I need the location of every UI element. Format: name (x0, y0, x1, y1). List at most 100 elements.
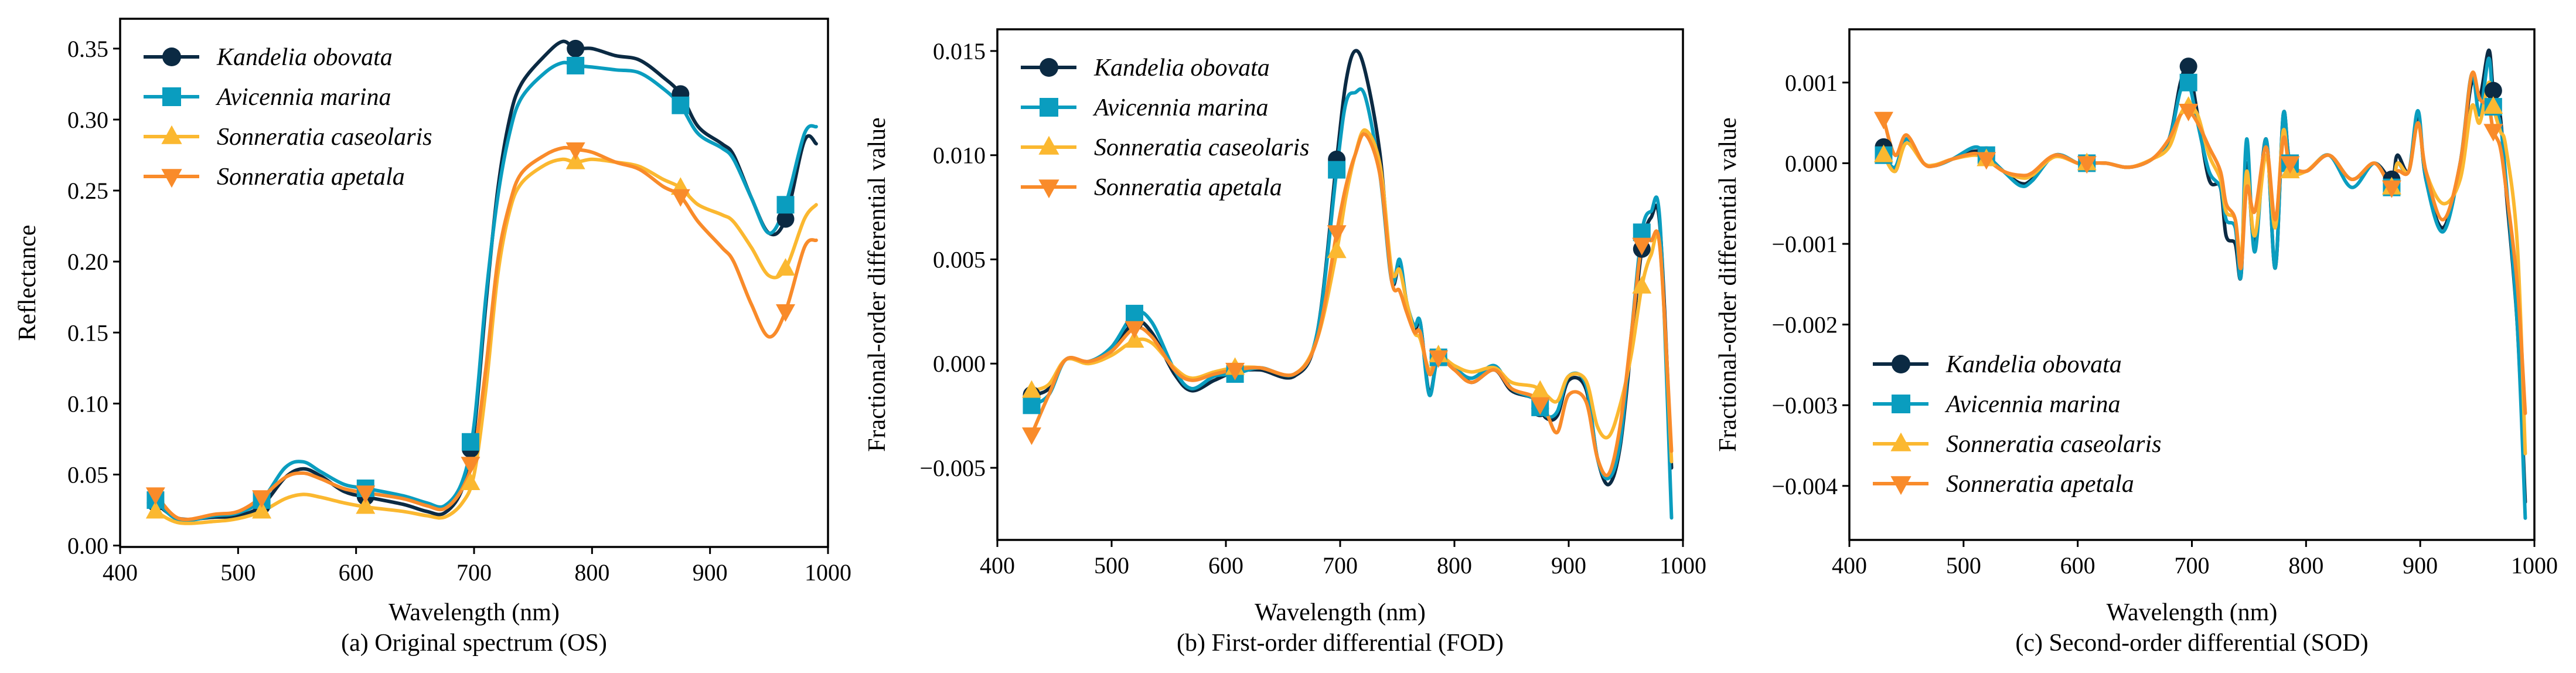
legend-label: Avicennia marina (215, 84, 391, 111)
legend-item: Avicennia marina (1021, 94, 1268, 121)
x-axis-label: Wavelength (nm) (389, 599, 560, 626)
y-tick-label: 0.20 (67, 249, 108, 275)
data-point-marker (2484, 81, 2502, 100)
legend: Kandelia obovata Avicennia marina Sonnerat… (1021, 55, 1309, 201)
data-point-marker (1977, 152, 1996, 170)
legend-item: Sonneratia caseolaris (144, 124, 432, 151)
legend-label: Sonneratia caseolaris (1094, 134, 1309, 161)
legend-item: Sonneratia apetala (1021, 174, 1282, 201)
x-tick-label: 800 (2288, 552, 2323, 579)
legend-item: Sonneratia apetala (144, 164, 405, 191)
data-point-marker (1126, 304, 1143, 322)
legend-marker-icon (1890, 432, 1911, 451)
legend-item: Kandelia obovata (144, 44, 393, 71)
y-tick-label: 0.00 (67, 533, 108, 559)
y-tick-label: −0.004 (1771, 473, 1838, 499)
series-line-kandelia-obovata (154, 39, 818, 521)
data-point-marker (2280, 156, 2300, 174)
data-point-marker (2179, 103, 2199, 121)
legend-label: Sonneratia caseolaris (1946, 431, 2161, 458)
data-point-marker (672, 96, 690, 114)
data-point-marker (565, 151, 585, 169)
y-tick-label: −0.003 (1771, 392, 1838, 419)
legend-marker-icon (161, 125, 182, 144)
data-point-marker (1328, 161, 1346, 179)
legend-marker-icon (1892, 395, 1910, 413)
legend-label: Avicennia marina (1092, 94, 1268, 121)
panel-caption: (c) Second-order differential (SOD) (2015, 630, 2368, 657)
legend-marker-icon (1038, 179, 1059, 199)
legend: Kandelia obovata Avicennia marina Sonnerat… (144, 44, 432, 191)
data-point-marker (1429, 350, 1449, 368)
data-point-marker (1022, 427, 1041, 446)
data-point-marker (567, 39, 585, 57)
legend-marker-icon (1040, 58, 1058, 77)
data-point-marker (252, 490, 272, 508)
x-tick-label: 500 (1094, 552, 1129, 579)
legend-marker-icon (1892, 355, 1910, 373)
series-line-sonneratia-apetala (154, 145, 818, 522)
x-tick-label: 600 (1208, 552, 1243, 579)
x-tick-label: 400 (980, 552, 1015, 579)
legend-label: Sonneratia apetala (217, 164, 405, 191)
legend-label: Avicennia marina (1944, 391, 2120, 418)
y-axis-label: Reflectance (14, 225, 41, 341)
y-tick-label: 0.000 (933, 351, 986, 377)
data-point-marker (1632, 237, 1652, 256)
y-tick-label: 0.010 (933, 142, 986, 169)
y-axis-label: Fractional-order differential value (864, 117, 891, 452)
legend-label: Sonneratia apetala (1946, 471, 2134, 498)
data-point-marker (145, 501, 165, 519)
legend-marker-icon (162, 47, 181, 66)
series-line-sonneratia-apetala (1030, 132, 1674, 477)
chart-panel-b: 400 500 600 700 800 900 1000 −0.005 0.000 0.005 0.… (864, 28, 1706, 657)
series-group (1022, 49, 1674, 520)
data-point-marker (1022, 380, 1041, 398)
legend-label: Sonneratia apetala (1094, 174, 1282, 201)
data-point-marker (356, 485, 376, 504)
data-point-marker (252, 501, 272, 519)
y-tick-label: 0.001 (1785, 70, 1838, 96)
x-tick-label: 500 (220, 559, 255, 586)
legend-marker-icon (1040, 98, 1058, 117)
data-point-marker (1125, 330, 1144, 348)
data-point-marker (2179, 57, 2197, 76)
y-tick-label: 0.015 (933, 38, 986, 64)
data-point-marker (776, 196, 795, 214)
x-tick-label: 900 (1551, 552, 1586, 579)
y-tick-label: 0.000 (1785, 150, 1838, 176)
series-group (1873, 48, 2527, 520)
data-point-marker (145, 487, 165, 505)
series-line-sonneratia-caseolaris (1030, 128, 1674, 464)
legend-label: Kandelia obovata (1945, 351, 2122, 378)
data-point-marker (1125, 321, 1144, 339)
data-point-marker (356, 496, 376, 514)
series-line-sonneratia-apetala (1882, 70, 2527, 415)
x-tick-label: 600 (2060, 552, 2095, 579)
series-group (145, 39, 818, 525)
x-tick-label: 800 (574, 559, 609, 586)
x-tick-label: 700 (456, 559, 492, 586)
legend-label: Sonneratia caseolaris (217, 124, 432, 151)
panel-caption: (b) First-order differential (FOD) (1177, 630, 1504, 657)
y-tick-label: 0.30 (67, 107, 108, 133)
x-tick-label: 800 (1437, 552, 1472, 579)
data-point-marker (1225, 362, 1245, 380)
data-point-marker (1632, 276, 1652, 294)
series-line-avicennia-marina (154, 60, 818, 523)
data-point-marker (776, 258, 796, 276)
data-point-marker (1530, 397, 1550, 415)
data-point-marker (1873, 144, 1893, 162)
x-tick-label: 400 (1832, 552, 1867, 579)
x-tick-label: 700 (1323, 552, 1358, 579)
legend-marker-icon (162, 87, 181, 106)
data-point-marker (565, 142, 585, 160)
x-tick-label: 700 (2175, 552, 2210, 579)
data-point-marker (776, 210, 795, 228)
data-point-marker (670, 189, 690, 207)
x-tick-label: 400 (103, 559, 138, 586)
x-tick-label: 900 (2403, 552, 2438, 579)
y-tick-label: 0.005 (933, 246, 986, 273)
x-tick-label: 1000 (1660, 552, 1706, 579)
legend-item: Sonneratia caseolaris (1873, 431, 2161, 458)
